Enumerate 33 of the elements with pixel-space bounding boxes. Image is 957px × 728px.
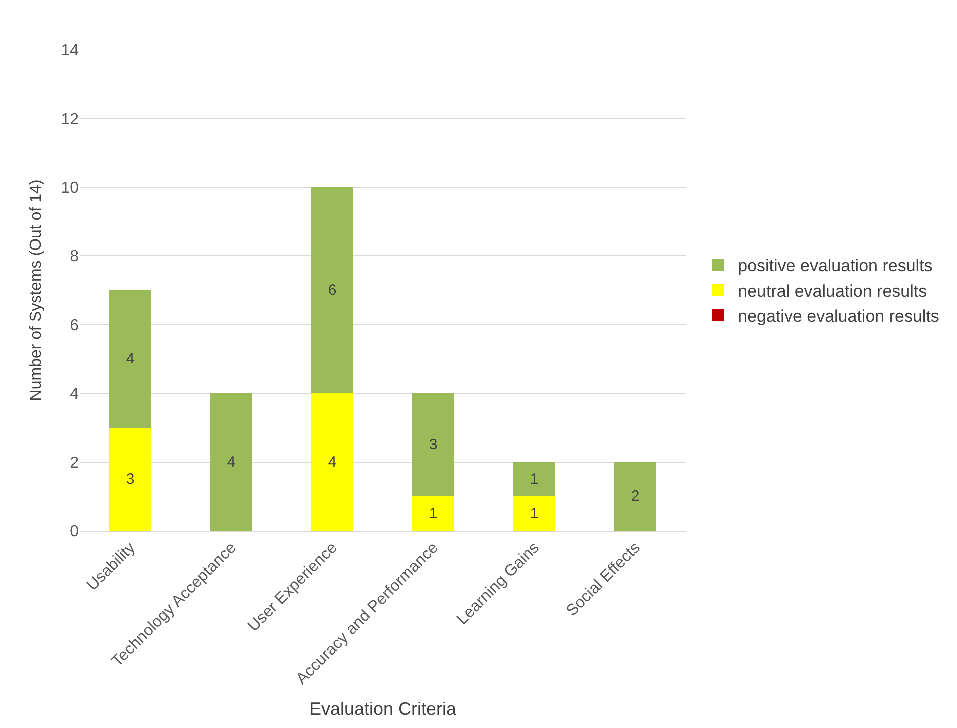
bar <box>614 462 657 531</box>
bar <box>412 394 455 497</box>
data-label: 4 <box>126 350 135 368</box>
y-tick-label: 6 <box>70 317 80 334</box>
legend-label: neutral evaluation results <box>738 282 928 301</box>
y-tick-label: 2 <box>70 454 80 472</box>
bar <box>210 394 253 531</box>
bar <box>109 428 152 531</box>
y-tick-label: 0 <box>70 524 80 541</box>
data-label: 4 <box>227 454 236 471</box>
bar <box>513 496 556 531</box>
y-tick-label: 8 <box>70 248 80 266</box>
legend-label: negative evaluation results <box>738 306 940 326</box>
data-label: 3 <box>429 436 438 454</box>
data-label: 3 <box>126 470 135 488</box>
y-tick-label: 14 <box>61 42 80 60</box>
bar <box>311 187 354 394</box>
bar <box>513 462 556 497</box>
data-label: 1 <box>530 470 539 488</box>
data-label: 1 <box>530 505 539 522</box>
bar <box>412 496 455 531</box>
y-axis-title: Number of Systems (Out of 14) <box>28 180 46 402</box>
data-label: 6 <box>328 282 337 299</box>
bar <box>311 394 354 531</box>
data-label: 4 <box>328 454 337 471</box>
y-tick-label: 12 <box>61 111 80 128</box>
data-label: 1 <box>429 505 438 522</box>
legend-label: positive evaluation results <box>738 256 933 276</box>
data-label: 2 <box>631 488 640 506</box>
x-axis-title: Evaluation Criteria <box>309 699 458 720</box>
bar <box>109 290 152 428</box>
y-tick-label: 4 <box>70 386 80 404</box>
y-tick-label: 10 <box>61 180 80 198</box>
